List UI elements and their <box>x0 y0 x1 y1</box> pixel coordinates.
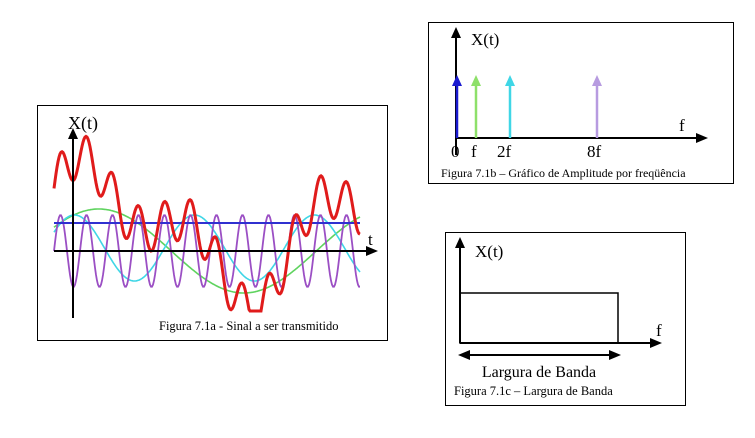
y-axis-arrow-icon <box>68 128 78 139</box>
tick-label-2f: 2f <box>497 142 512 161</box>
y-axis-arrow-icon <box>451 27 461 38</box>
green-sine-wave <box>53 208 361 294</box>
x-axis-arrow-icon <box>650 338 662 348</box>
figure-a-panel: X(t) t Figura 7.1a - Sinal a ser transmi… <box>37 105 388 341</box>
tick-label-0: 0 <box>451 142 460 161</box>
figure-c-panel: X(t) f Largura de Banda Figura 7.1c – La… <box>445 232 686 406</box>
figure-a-caption: Figura 7.1a - Sinal a ser transmitido <box>159 319 339 333</box>
figure-a-svg: X(t) t <box>52 113 378 318</box>
spectral-line-2f-arrow-icon <box>505 75 515 86</box>
bandwidth-arrow-left-icon <box>458 350 470 360</box>
bandwidth-label: Largura de Banda <box>482 364 596 381</box>
spectral-line-0-arrow-icon <box>452 75 462 86</box>
figure-b-panel: X(t) f 0 f 2f 8f Figura 7.1b – Gráfico d… <box>428 22 734 184</box>
figure-b-caption: Figura 7.1b – Gráfico de Amplitude por f… <box>441 166 686 180</box>
tick-label-8f: 8f <box>587 142 602 161</box>
y-axis-label: X(t) <box>471 30 499 49</box>
bandwidth-rectangle <box>459 292 619 344</box>
y-axis-label: X(t) <box>475 242 503 261</box>
figure-c-caption: Figura 7.1c – Largura de Banda <box>454 384 613 398</box>
y-axis-label: X(t) <box>68 113 98 134</box>
tick-label-f: f <box>471 142 477 161</box>
x-axis-label: f <box>656 321 662 340</box>
x-axis-label: f <box>679 116 685 135</box>
red-composite-signal <box>52 134 361 313</box>
spectral-line-f-arrow-icon <box>471 75 481 86</box>
figure-c-svg: X(t) f Largura de Banda <box>455 237 662 381</box>
x-axis-arrow-icon <box>696 133 708 143</box>
x-axis-label: t <box>368 230 373 249</box>
bandwidth-arrow-right-icon <box>609 350 621 360</box>
figure-b-svg: X(t) f 0 f 2f 8f <box>451 27 708 161</box>
y-axis-arrow-icon <box>455 237 465 248</box>
spectral-line-8f-arrow-icon <box>592 75 602 86</box>
cyan-sine-wave <box>53 214 361 282</box>
purple-sine-wave <box>53 214 360 288</box>
x-axis-arrow-icon <box>366 246 378 256</box>
